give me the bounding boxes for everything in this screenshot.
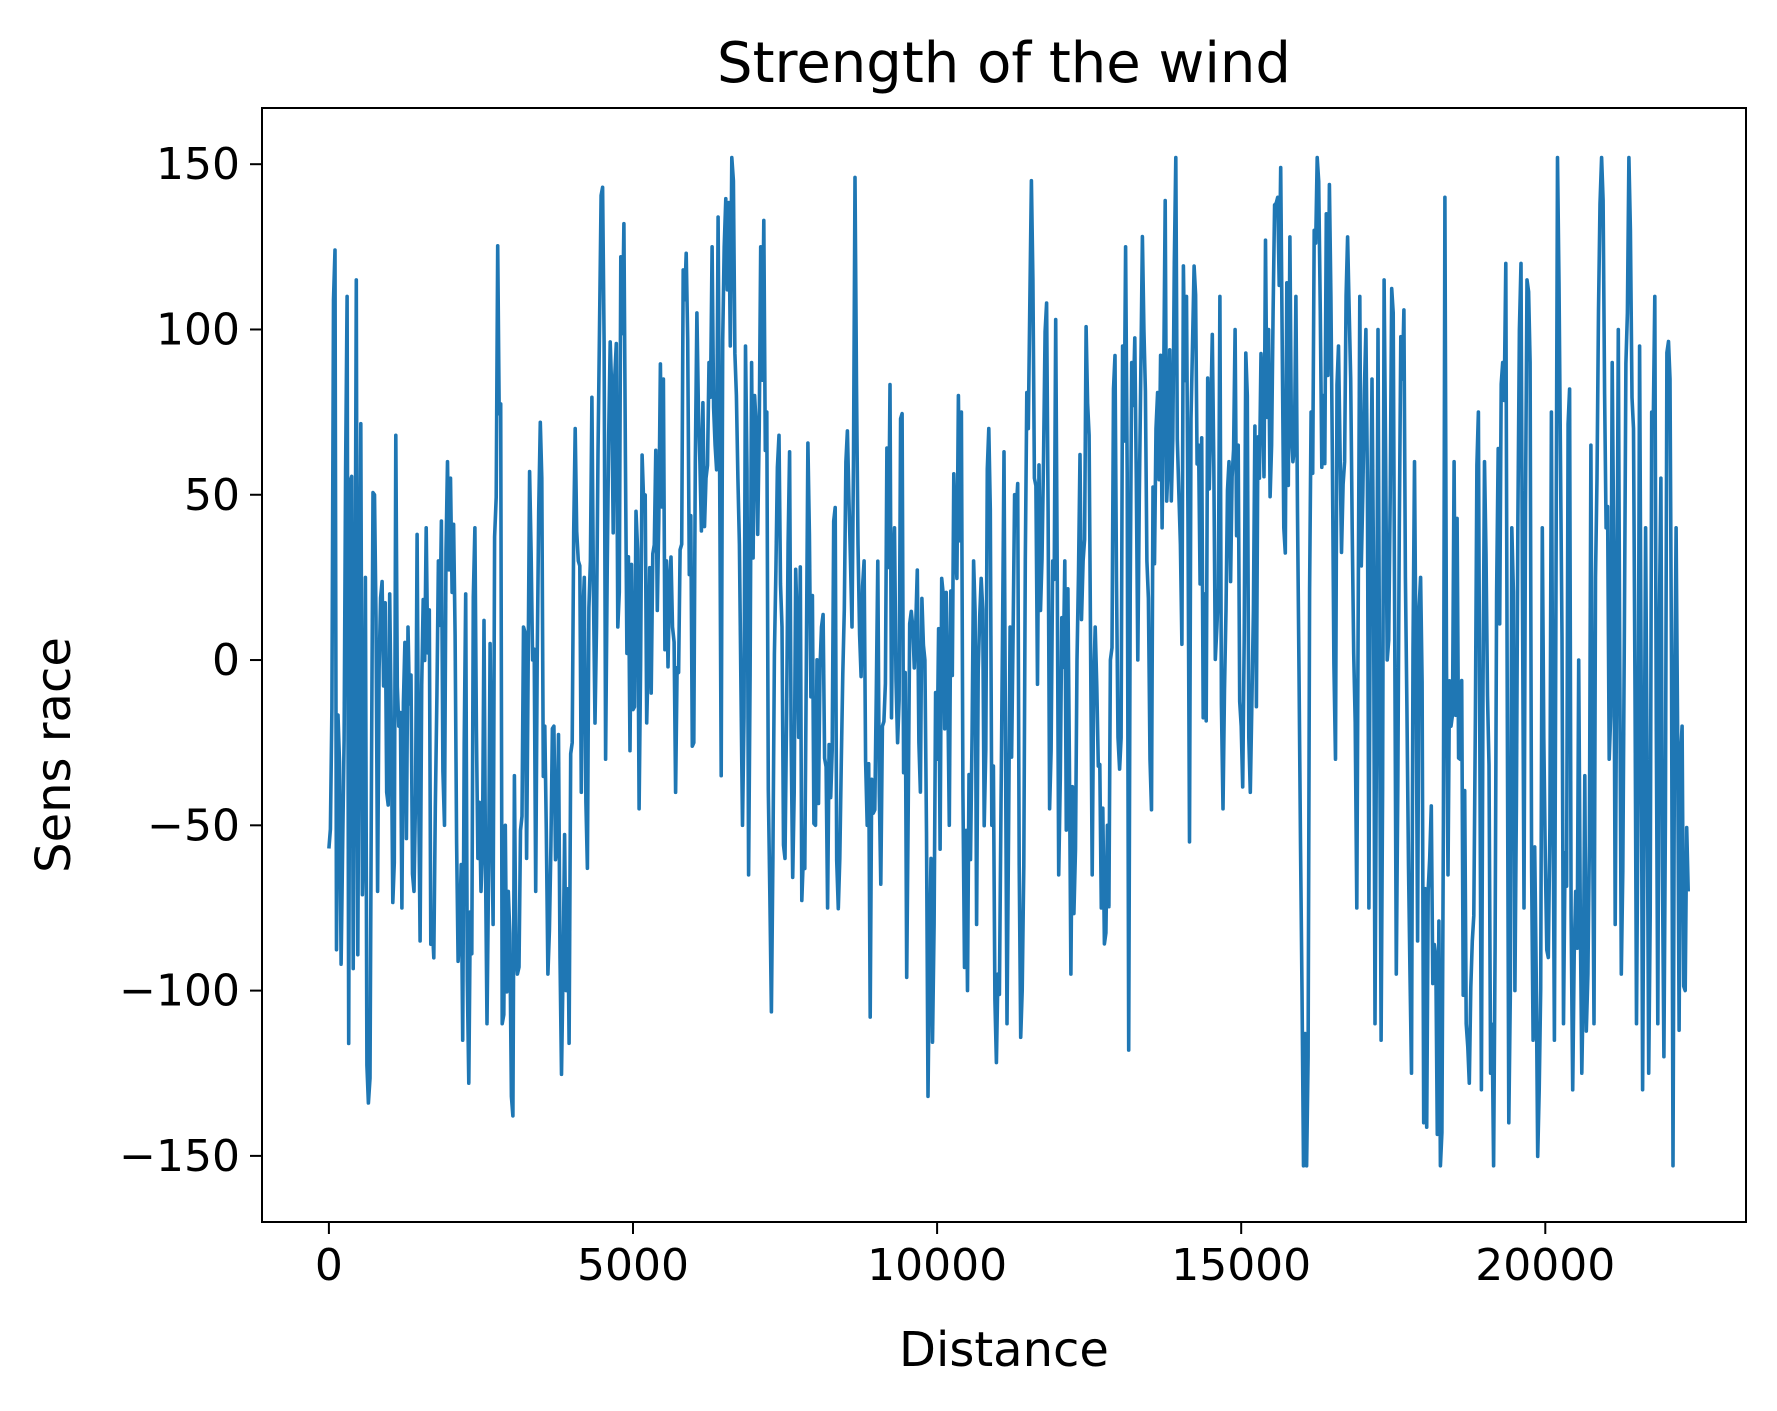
y-tick-label: 0 bbox=[212, 635, 240, 686]
y-tick-label: 50 bbox=[184, 470, 240, 521]
x-axis-label: Distance bbox=[899, 1322, 1109, 1378]
y-axis: −150 −100 −50 0 50 100 150 bbox=[119, 139, 262, 1182]
y-tick-label: 100 bbox=[156, 304, 240, 355]
y-tick-label: −100 bbox=[119, 966, 240, 1017]
series-line bbox=[327, 155, 1690, 1168]
y-tick-label: −150 bbox=[119, 1131, 240, 1182]
x-tick-label: 0 bbox=[315, 1240, 343, 1291]
y-tick-label: −50 bbox=[147, 800, 240, 851]
plot-area bbox=[261, 107, 1747, 1223]
plot-frame bbox=[261, 107, 1747, 1223]
x-tick-label: 5000 bbox=[577, 1240, 689, 1291]
x-tick-label: 10000 bbox=[867, 1240, 1007, 1291]
y-tick-label: 150 bbox=[156, 139, 240, 190]
x-tick-label: 15000 bbox=[1171, 1240, 1311, 1291]
chart-title: Strength of the wind bbox=[717, 31, 1291, 96]
x-axis: 0 5000 10000 15000 20000 bbox=[315, 1222, 1615, 1291]
x-tick-label: 20000 bbox=[1475, 1240, 1615, 1291]
y-axis-label: Sens race bbox=[26, 637, 82, 873]
